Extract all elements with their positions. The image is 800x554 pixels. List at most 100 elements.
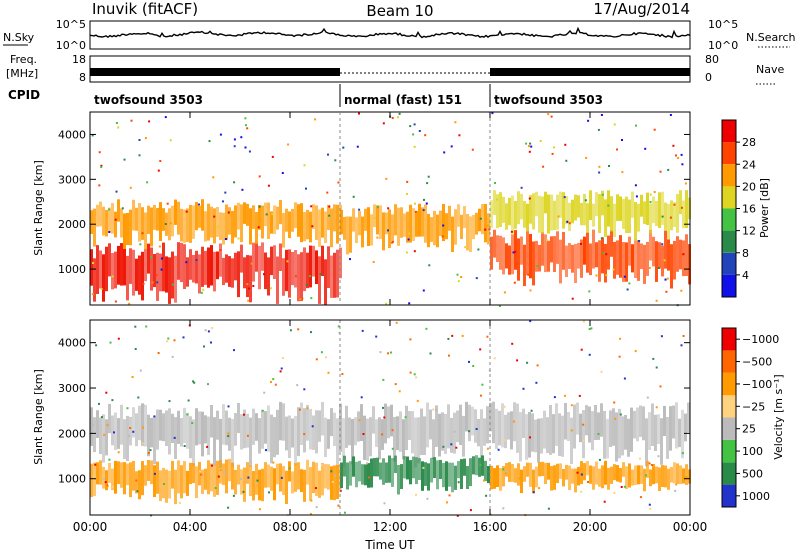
heatmap-cell xyxy=(409,460,412,485)
heatmap-cell xyxy=(471,406,474,436)
heatmap-speckle xyxy=(103,433,106,436)
heatmap-speckle xyxy=(655,366,658,369)
heatmap-cell xyxy=(600,403,603,437)
heatmap-cell xyxy=(661,465,664,487)
heatmap-cell xyxy=(225,254,228,283)
heatmap-cell xyxy=(382,458,385,485)
heatmap-speckle xyxy=(358,419,361,422)
heatmap-cell xyxy=(303,408,306,453)
heatmap-cell xyxy=(141,461,144,496)
heatmap-cell xyxy=(355,461,358,488)
heatmap-speckle xyxy=(491,112,494,115)
heatmap-cell xyxy=(129,416,132,446)
heatmap-cell xyxy=(141,207,144,240)
heatmap-cell xyxy=(627,418,630,457)
heatmap-speckle xyxy=(460,276,463,278)
heatmap-speckle xyxy=(91,293,94,296)
heatmap-cell xyxy=(330,408,333,437)
heatmap-cell xyxy=(237,464,240,485)
heatmap-cell xyxy=(648,412,651,450)
heatmap-cell xyxy=(547,462,550,480)
heatmap-speckle xyxy=(432,408,435,411)
heatmap-cell xyxy=(469,458,472,487)
heatmap-speckle xyxy=(98,151,101,154)
x-axis-label: Time UT xyxy=(364,538,415,552)
heatmap-cell xyxy=(120,208,123,238)
heatmap-cell xyxy=(637,465,640,485)
heatmap-speckle xyxy=(448,354,450,357)
heatmap-speckle xyxy=(358,112,360,115)
y-tick-label: 4000 xyxy=(58,337,86,350)
heatmap-cell xyxy=(114,251,117,289)
heatmap-speckle xyxy=(453,430,456,433)
colorbar-tick-label: −1000 xyxy=(742,333,779,346)
heatmap-cell xyxy=(660,418,663,465)
x-tick-label: 00:00 xyxy=(673,520,708,534)
heatmap-speckle xyxy=(132,430,135,433)
heatmap-cell xyxy=(568,465,571,490)
heatmap-cell xyxy=(291,208,294,232)
heatmap-speckle xyxy=(279,370,282,373)
heatmap-cell xyxy=(264,252,267,290)
heatmap-cell xyxy=(348,417,351,446)
heatmap-cell xyxy=(394,455,397,474)
colorbar-swatch xyxy=(722,120,736,143)
heatmap-cell xyxy=(231,210,234,244)
heatmap-speckle xyxy=(224,472,227,475)
heatmap-speckle xyxy=(381,433,384,436)
heatmap-speckle xyxy=(479,217,482,220)
heatmap-speckle xyxy=(157,207,160,210)
heatmap-speckle xyxy=(185,210,188,213)
heatmap-cell xyxy=(249,255,252,303)
heatmap-speckle xyxy=(334,474,337,477)
heatmap-cell xyxy=(342,418,345,468)
heatmap-cell xyxy=(391,214,394,242)
heatmap-speckle xyxy=(261,409,264,412)
heatmap-cell xyxy=(496,465,499,487)
heatmap-speckle xyxy=(305,283,308,286)
heatmap-cell xyxy=(213,251,216,292)
heatmap-cell xyxy=(475,212,478,235)
heatmap-cell xyxy=(481,204,484,235)
heatmap-speckle xyxy=(582,423,585,426)
heatmap-speckle xyxy=(383,502,386,505)
heatmap-cell xyxy=(189,204,192,243)
heatmap-cell xyxy=(589,190,592,220)
heatmap-speckle xyxy=(415,493,417,496)
heatmap-cell xyxy=(403,456,406,479)
heatmap-speckle xyxy=(375,335,378,338)
heatmap-speckle xyxy=(289,329,292,332)
heatmap-cell xyxy=(291,471,294,494)
heatmap-speckle xyxy=(286,260,289,263)
heatmap-cell xyxy=(387,406,390,439)
heatmap-cell xyxy=(147,414,150,457)
heatmap-speckle xyxy=(442,224,445,227)
heatmap-speckle xyxy=(297,328,300,331)
nsky-trace xyxy=(89,26,691,39)
heatmap-speckle xyxy=(391,117,394,119)
heatmap-cell xyxy=(532,469,535,494)
heatmap-cell xyxy=(243,202,246,224)
heatmap-speckle xyxy=(550,115,553,118)
heatmap-cell xyxy=(228,256,231,287)
colorbar-swatch xyxy=(722,484,736,507)
heatmap-speckle xyxy=(413,145,416,148)
heatmap-speckle xyxy=(620,486,623,488)
heatmap-cell xyxy=(141,403,144,446)
heatmap-cell xyxy=(499,468,502,491)
heatmap-speckle xyxy=(98,402,100,405)
heatmap-cell xyxy=(553,236,556,272)
heatmap-cell xyxy=(678,418,681,448)
heatmap-cell xyxy=(433,210,436,246)
heatmap-speckle xyxy=(171,283,174,286)
heatmap-cell xyxy=(516,403,519,453)
heatmap-cell xyxy=(553,465,556,490)
heatmap-cell xyxy=(237,403,240,434)
heatmap-cell xyxy=(481,455,484,476)
heatmap-cell xyxy=(99,460,102,485)
heatmap-speckle xyxy=(398,112,401,115)
heatmap-speckle xyxy=(409,125,412,128)
heatmap-speckle xyxy=(183,445,186,447)
heatmap-cell xyxy=(537,418,540,463)
heatmap-cell xyxy=(652,464,655,485)
